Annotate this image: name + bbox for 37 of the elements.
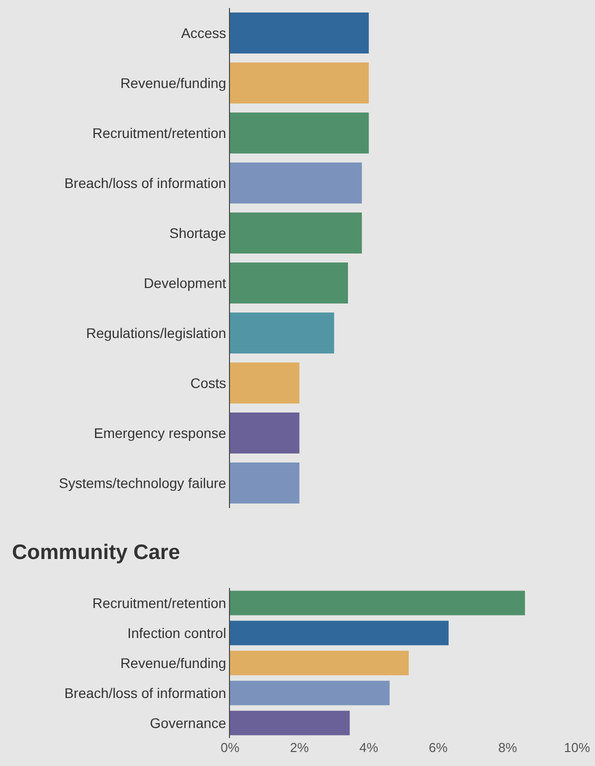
bar [230, 710, 350, 736]
x-tick-label: 10% [564, 740, 590, 755]
y-tick-label: Infection control [127, 624, 226, 641]
bar [230, 162, 362, 204]
bar [230, 650, 409, 676]
y-tick-label: Breach/loss of information [64, 174, 226, 191]
bar [230, 362, 300, 404]
x-tick-label: 4% [359, 740, 379, 755]
bar [230, 62, 369, 104]
x-tick-label: 2% [290, 740, 310, 755]
chart-title: Community Care [12, 541, 180, 564]
bar [230, 620, 449, 646]
y-tick-label: Revenue/funding [120, 654, 226, 671]
bar [230, 312, 334, 354]
y-tick-label: Development [144, 274, 226, 291]
y-tick-label: Governance [150, 714, 226, 731]
bar [230, 12, 369, 54]
bar [230, 590, 525, 616]
x-tick-label: 8% [498, 740, 518, 755]
y-tick-label: Costs [190, 374, 226, 391]
x-tick-label: 6% [428, 740, 448, 755]
y-tick-label: Recruitment/retention [92, 124, 226, 141]
y-tick-label: Breach/loss of information [64, 684, 226, 701]
bar [230, 462, 300, 504]
bar [230, 112, 369, 154]
y-tick-label: Regulations/legislation [86, 324, 226, 341]
y-tick-label: Revenue/funding [120, 74, 226, 91]
y-tick-label: Systems/technology failure [58, 474, 226, 491]
bar [230, 680, 390, 706]
bar [230, 412, 300, 454]
y-tick-label: Access [181, 24, 226, 41]
bar [230, 212, 362, 254]
y-tick-label: Recruitment/retention [92, 594, 226, 611]
x-tick-label: 0% [220, 740, 240, 755]
y-tick-label: Emergency response [94, 424, 226, 441]
bar [230, 262, 348, 304]
y-tick-label: Shortage [169, 224, 226, 241]
